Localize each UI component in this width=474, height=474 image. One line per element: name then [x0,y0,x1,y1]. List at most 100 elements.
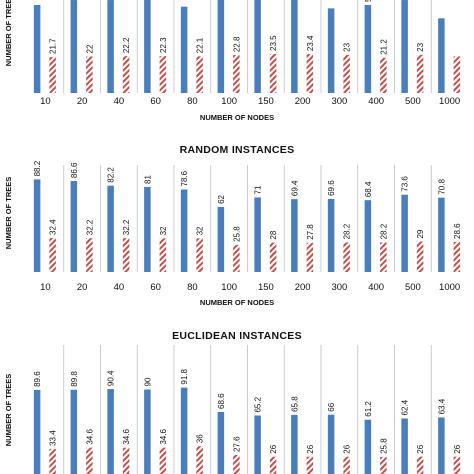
data-label-a: 68.4 [364,181,373,197]
bar-series-a [107,389,114,474]
data-label-b: 26 [343,444,352,453]
bar-series-a [401,418,408,474]
x-axis-label: NUMBER OF NODES [200,298,274,307]
data-label-b: 25.8 [379,438,388,454]
data-label-a: 65.8 [290,396,299,412]
bar-series-a [33,389,41,474]
data-label-a: 89.8 [70,371,79,387]
bar-series-a [107,0,114,93]
x-tick-label: 300 [331,96,347,107]
data-label-b: 23.4 [306,35,315,51]
bar-series-a [364,5,372,94]
bar-series-a [254,415,261,474]
x-tick-label: 400 [368,282,384,293]
y-axis-label: NUMBER OF TREES [4,374,13,447]
data-label-b: 34.6 [122,429,131,445]
x-tick-label: 500 [405,96,421,107]
data-label-b: 33.4 [49,430,58,446]
data-label-b: 26 [416,444,425,453]
bar-series-a [327,414,335,474]
y-axis-label: NUMBER OF TREES [4,177,13,250]
data-label-b: 27.6 [232,436,241,452]
x-tick-label: 80 [187,282,198,293]
data-label-a: 78.6 [180,170,189,186]
bar-series-a [180,387,188,474]
data-label-b: 29 [416,229,425,238]
x-tick-label: 150 [258,282,274,293]
x-tick-label: 20 [77,282,88,293]
bar-series-b [86,238,93,272]
bar-series-b [233,244,240,272]
data-label-a: 82.2 [107,167,116,183]
data-label-a: 90 [143,377,152,386]
bar-series-b [233,55,240,93]
bar-series-b [343,54,350,93]
chart-title: RANDOM INSTANCES [180,144,295,156]
data-label-a: 91.8 [180,368,189,384]
x-tick-label: 60 [150,282,161,293]
data-label-a: 62.4 [401,399,410,415]
bar-series-b [122,447,130,474]
bar-series-a [438,197,445,272]
bar-series-b [380,57,387,93]
data-label-b: 34.6 [159,429,168,445]
bar-series-b [49,237,56,272]
bar-series-b [306,242,314,272]
bar-series-b [159,447,167,474]
bar-series-a [438,417,445,474]
bar-series-a [291,0,298,94]
data-label-b: 23 [416,42,425,51]
data-label-b: 22.2 [122,37,131,53]
bar-series-b [269,53,277,93]
bar-series-a [70,0,78,93]
data-label-b: 32 [159,226,168,235]
data-label-a: 61.2 [364,401,373,417]
bar-series-a [217,411,225,474]
data-label-b: 32 [196,226,205,235]
x-tick-label: 100 [221,282,237,293]
bar-series-b [269,242,277,272]
bar-series-b [86,56,93,93]
data-label-a: 66 [327,402,336,411]
bar-series-b [269,456,277,474]
data-label-b: 22.3 [159,37,168,53]
data-label-b: 34.6 [85,429,94,445]
data-label-b: 26 [453,444,462,453]
bar-series-b [86,447,93,474]
data-label-a: 69.4 [290,180,299,196]
x-tick-label: 80 [187,96,198,107]
data-label-a: 81 [143,175,152,184]
bar-series-b [380,456,387,474]
x-tick-label: 500 [405,282,421,293]
bar-series-a [254,197,261,272]
chart-title: EUCLIDEAN INSTANCES [172,330,302,342]
data-label-a: 63.4 [437,398,446,414]
x-axis-label: NUMBER OF NODES [200,113,274,122]
data-label-b: 28.2 [379,223,388,239]
bar-series-a [217,0,225,94]
data-label-b: 23 [343,42,352,51]
bar-series-b [159,55,167,93]
data-label-b: 28.2 [343,223,352,239]
data-label-b: 21.7 [49,38,58,54]
bar-series-b [380,242,387,272]
data-label-a: 5 [364,0,373,2]
bar-series-b [49,56,56,93]
data-label-b: 28.6 [453,223,462,239]
data-label-a: 73.6 [401,176,410,192]
data-label-a: 90.4 [107,370,116,386]
x-tick-label: 1000 [439,282,460,293]
bar-series-b [453,241,461,272]
bar-series-a [70,389,78,474]
bar-series-b [416,241,424,272]
data-label-a: 89.6 [33,371,42,387]
bar-series-a [401,194,408,272]
data-label-b: 22 [85,44,94,53]
bar-series-b [122,56,130,93]
data-label-b: 22.1 [196,37,205,53]
x-tick-label: 1000 [439,96,460,107]
bar-series-a [291,414,298,474]
bar-series-b [159,238,167,272]
bar-series-a [33,5,41,94]
bar-series-a [180,189,188,272]
